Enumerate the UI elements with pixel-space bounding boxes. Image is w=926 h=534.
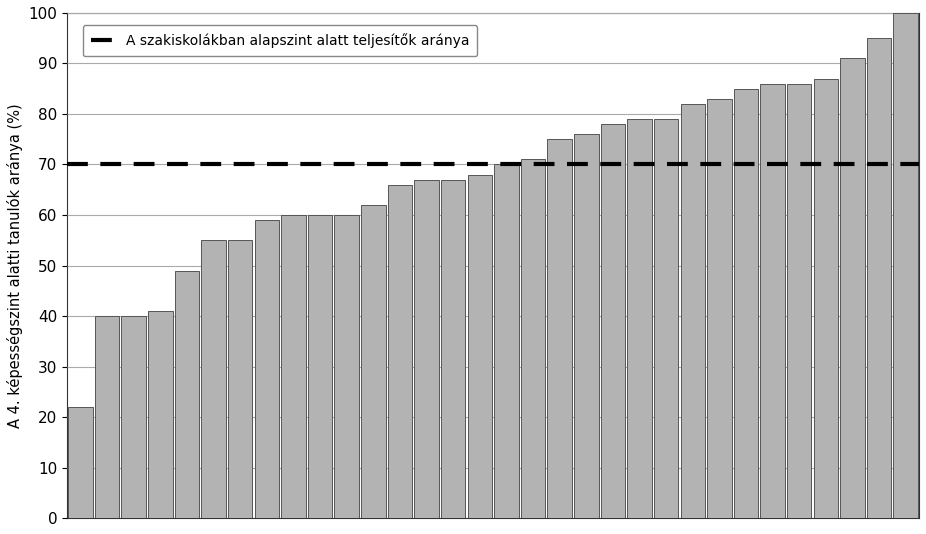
Bar: [94, 316, 119, 518]
Bar: [787, 84, 811, 518]
Bar: [733, 89, 758, 518]
Bar: [520, 160, 545, 518]
Bar: [334, 215, 359, 518]
Bar: [201, 240, 226, 518]
Bar: [148, 311, 172, 518]
Bar: [255, 220, 279, 518]
Bar: [175, 271, 199, 518]
Bar: [228, 240, 253, 518]
Bar: [760, 84, 785, 518]
Bar: [414, 179, 439, 518]
Bar: [681, 104, 705, 518]
Bar: [574, 134, 598, 518]
Bar: [441, 179, 466, 518]
Bar: [547, 139, 572, 518]
Bar: [69, 407, 93, 518]
Bar: [814, 78, 838, 518]
Bar: [307, 215, 332, 518]
Bar: [388, 185, 412, 518]
Bar: [282, 215, 306, 518]
Bar: [627, 119, 652, 518]
Bar: [894, 13, 918, 518]
Bar: [840, 58, 865, 518]
Bar: [654, 119, 679, 518]
Y-axis label: A 4. képességszint alatti tanulók aránya (%): A 4. képességszint alatti tanulók aránya…: [6, 103, 23, 428]
Bar: [468, 175, 492, 518]
Bar: [121, 316, 146, 518]
Bar: [707, 99, 732, 518]
Bar: [494, 164, 519, 518]
Bar: [867, 38, 892, 518]
Bar: [601, 124, 625, 518]
Legend: A szakiskolákban alapszint alatt teljesítők aránya: A szakiskolákban alapszint alatt teljesí…: [82, 25, 478, 57]
Bar: [361, 205, 385, 518]
